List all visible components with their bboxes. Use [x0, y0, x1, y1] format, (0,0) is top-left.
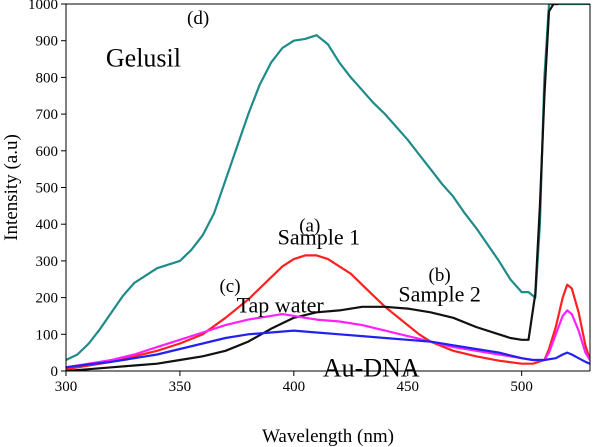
y-tick-label: 600	[36, 144, 59, 160]
y-tick-label: 700	[36, 107, 59, 123]
tapwater-label-letter: (c)	[219, 276, 240, 297]
audna-label: Au-DNA	[323, 354, 420, 383]
sample1-label-letter: (a)	[299, 216, 320, 237]
y-tick-label: 0	[51, 364, 59, 380]
x-axis-title: Wavelength (nm)	[262, 426, 394, 447]
x-tick-label: 400	[283, 379, 306, 395]
sample2-label: Sample 2	[398, 281, 481, 306]
y-tick-label: 200	[36, 291, 59, 307]
y-tick-label: 100	[36, 327, 59, 343]
x-tick-label: 350	[169, 379, 192, 395]
tapwater-label: Tap water	[237, 292, 325, 317]
sample2-label-letter: (b)	[429, 265, 451, 286]
y-tick-label: 500	[36, 181, 59, 197]
annotation-layer: Gelusil (d) Sample 1(a) Sample 2(b) Tap wate…	[106, 8, 481, 382]
series-line-au-dna	[66, 329, 590, 369]
series-layer	[66, 4, 590, 371]
y-axis-title: Intensity (a.u)	[1, 134, 22, 241]
ticks-layer: 300 350 400 450 500 0 100 200 300 400 500 600 700 800…	[28, 0, 533, 395]
series-line-sample-2	[66, 4, 559, 371]
y-tick-label: 400	[36, 217, 59, 233]
gelusil-label-letter: (d)	[187, 8, 209, 29]
x-tick-label: 300	[55, 379, 78, 395]
series-line-tap-water	[66, 309, 590, 369]
gelusil-label: Gelusil	[106, 43, 181, 72]
y-tick-label: 1000	[28, 0, 58, 13]
x-tick-label: 500	[510, 379, 533, 395]
y-tick-label: 800	[36, 70, 59, 86]
sample1-label: Sample 1	[278, 224, 361, 249]
y-tick-label: 300	[36, 254, 59, 270]
x-tick-label: 450	[396, 379, 419, 395]
y-tick-label: 900	[36, 34, 59, 50]
